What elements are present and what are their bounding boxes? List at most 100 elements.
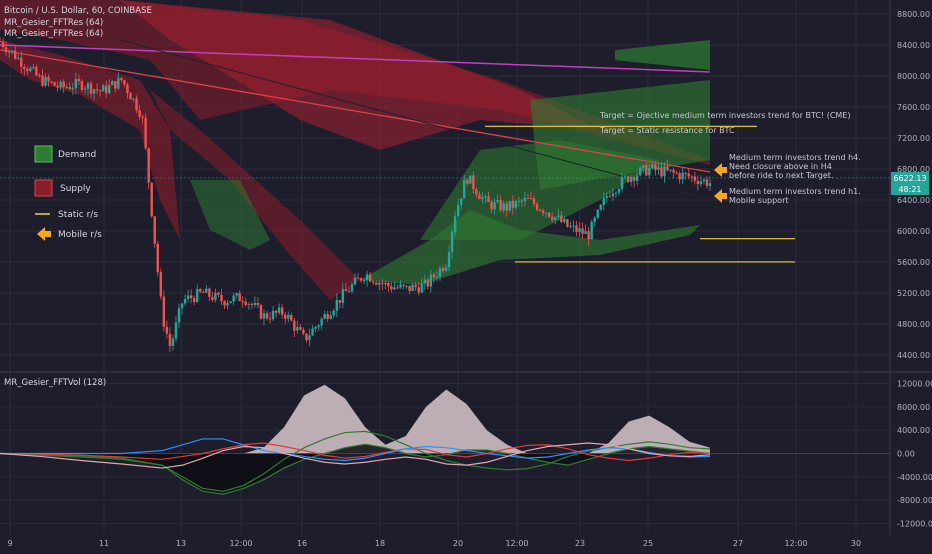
candle-body (83, 88, 87, 90)
candle-body (141, 116, 144, 118)
candle-body (605, 196, 609, 198)
candle-body (669, 169, 672, 171)
indicator2-label[interactable]: MR_Gesier_FFTRes (64) (4, 29, 103, 39)
candle-body (684, 172, 687, 174)
candle-body (150, 182, 153, 217)
candle-body (384, 283, 387, 285)
candle-body (177, 308, 181, 323)
symbol-title[interactable]: Bitcoin / U.S. Dollar, 60, COINBASE (4, 6, 152, 16)
candle-body (114, 81, 117, 89)
candle-body (593, 217, 596, 222)
candle-body (584, 231, 587, 234)
candle-body (478, 194, 481, 199)
candle-body (387, 283, 390, 287)
candle-body (639, 167, 642, 176)
osc-tick-label: 8000.00 (897, 403, 930, 412)
price-tick-label: 6800.00 (897, 165, 930, 174)
osc-tick-label: -8000.00 (897, 496, 932, 505)
candle-body (41, 75, 44, 86)
candle-body (277, 307, 281, 313)
candle-body (614, 192, 618, 194)
supply-band-left (0, 40, 180, 240)
price-tick-label: 6000.00 (897, 227, 930, 236)
candle-body (20, 57, 23, 67)
candle-body (26, 68, 29, 72)
candle-body (302, 329, 305, 334)
candle-body (368, 274, 372, 282)
candle-body (453, 216, 457, 232)
candlesticks (0, 37, 712, 353)
candle-body (101, 85, 105, 92)
supply-demand-bands (0, 0, 710, 300)
candle-body (205, 288, 208, 293)
h4-arrow-icon (714, 163, 727, 177)
h1-arrow-icon (714, 189, 727, 203)
demand-band-top-right (615, 40, 710, 70)
indicator1-label[interactable]: MR_Gesier_FFTRes (64) (4, 18, 103, 28)
candle-body (372, 281, 375, 283)
candle-body (98, 90, 102, 92)
time-tick-label: 13 (176, 539, 186, 548)
supply-swatch (34, 179, 53, 197)
candle-body (68, 87, 71, 90)
oscillator-title[interactable]: MR_Gesier_FFTVol (128) (4, 378, 106, 388)
candle-body (511, 201, 514, 208)
candle-body (705, 179, 709, 186)
candle-body (635, 175, 639, 181)
h4-annotation-line2: Need closure above in H4 (729, 162, 832, 171)
candle-body (171, 338, 175, 346)
candle-body (111, 81, 114, 85)
candle-body (575, 225, 578, 233)
candle-body (496, 200, 499, 203)
candle-body (108, 84, 111, 94)
candle-body (53, 82, 56, 86)
h4-annotation-line1: Medium term investors trend h4. (729, 153, 861, 162)
candle-body (362, 280, 366, 282)
candle-body (657, 167, 660, 171)
candle-body (62, 81, 65, 88)
candle-body (253, 302, 257, 305)
candle-body (393, 287, 396, 290)
time-tick-label: 9 (7, 539, 12, 548)
candle-body (320, 318, 323, 326)
candle-body (429, 274, 433, 287)
magenta-trend-line (0, 44, 711, 73)
candle-body (104, 85, 108, 94)
candle-body (693, 176, 697, 181)
candle-body (274, 310, 278, 313)
candle-body (299, 327, 302, 330)
candle-body (396, 287, 399, 289)
candle-body (544, 212, 548, 214)
candle-body (699, 181, 703, 185)
price-tick-label: 7200.00 (897, 134, 930, 143)
countdown-tag: 48:21 (898, 185, 921, 194)
candle-body (192, 298, 196, 302)
candle-body (438, 268, 442, 277)
candle-body (344, 289, 348, 292)
candle-body (208, 288, 211, 297)
candle-body (223, 301, 226, 306)
red-trend-line (0, 49, 711, 173)
time-tick-label: 12:00 (505, 539, 528, 548)
candle-body (153, 216, 156, 244)
candle-body (444, 267, 448, 271)
candle-body (56, 85, 59, 88)
candle-body (323, 314, 326, 319)
candle-body (165, 326, 169, 334)
candle-body (123, 80, 126, 85)
candle-body (244, 301, 247, 305)
candle-body (529, 197, 533, 199)
osc-line-5 (0, 442, 711, 469)
candle-body (347, 291, 351, 293)
candle-body (663, 166, 666, 177)
candle-body (326, 314, 329, 319)
target2-annotation: Target = Static resistance for BTC (599, 126, 735, 135)
candle-body (417, 287, 420, 293)
candle-body (1, 41, 5, 48)
candle-body (74, 78, 78, 89)
candle-body (499, 200, 502, 211)
candle-body (238, 293, 241, 301)
candle-body (463, 179, 466, 199)
candle-body (95, 89, 99, 91)
candle-body (186, 295, 190, 300)
